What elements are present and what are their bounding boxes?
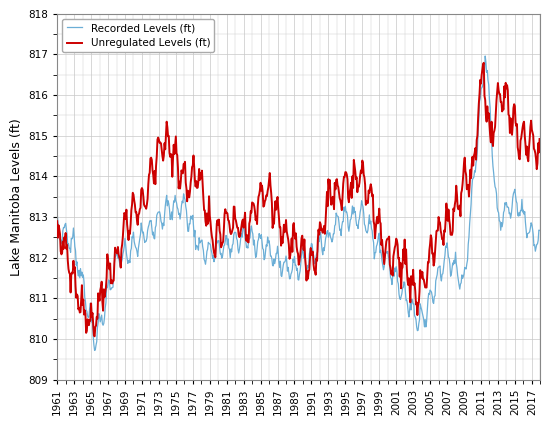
Unregulated Levels (ft) xyxy=(430,263,437,268)
Unregulated Levels (ft) xyxy=(336,190,342,196)
Unregulated Levels (ft) xyxy=(91,334,98,339)
Unregulated Levels (ft) xyxy=(492,111,499,116)
Y-axis label: Lake Manitoba Levels (ft): Lake Manitoba Levels (ft) xyxy=(10,118,23,275)
Recorded Levels (ft) xyxy=(91,348,98,353)
Recorded Levels (ft) xyxy=(445,255,452,260)
Line: Recorded Levels (ft): Recorded Levels (ft) xyxy=(57,56,540,351)
Unregulated Levels (ft) xyxy=(54,218,60,224)
Recorded Levels (ft) xyxy=(370,240,377,245)
Unregulated Levels (ft) xyxy=(532,151,538,156)
Unregulated Levels (ft) xyxy=(370,219,377,224)
Recorded Levels (ft) xyxy=(336,220,342,225)
Recorded Levels (ft) xyxy=(482,54,488,59)
Line: Unregulated Levels (ft): Unregulated Levels (ft) xyxy=(57,63,540,336)
Unregulated Levels (ft) xyxy=(445,207,452,212)
Recorded Levels (ft) xyxy=(532,249,538,254)
Legend: Recorded Levels (ft), Unregulated Levels (ft): Recorded Levels (ft), Unregulated Levels… xyxy=(62,19,215,52)
Recorded Levels (ft) xyxy=(54,210,60,215)
Unregulated Levels (ft) xyxy=(536,136,543,142)
Recorded Levels (ft) xyxy=(430,301,437,306)
Unregulated Levels (ft) xyxy=(481,60,487,65)
Recorded Levels (ft) xyxy=(536,228,543,233)
Recorded Levels (ft) xyxy=(492,186,499,191)
